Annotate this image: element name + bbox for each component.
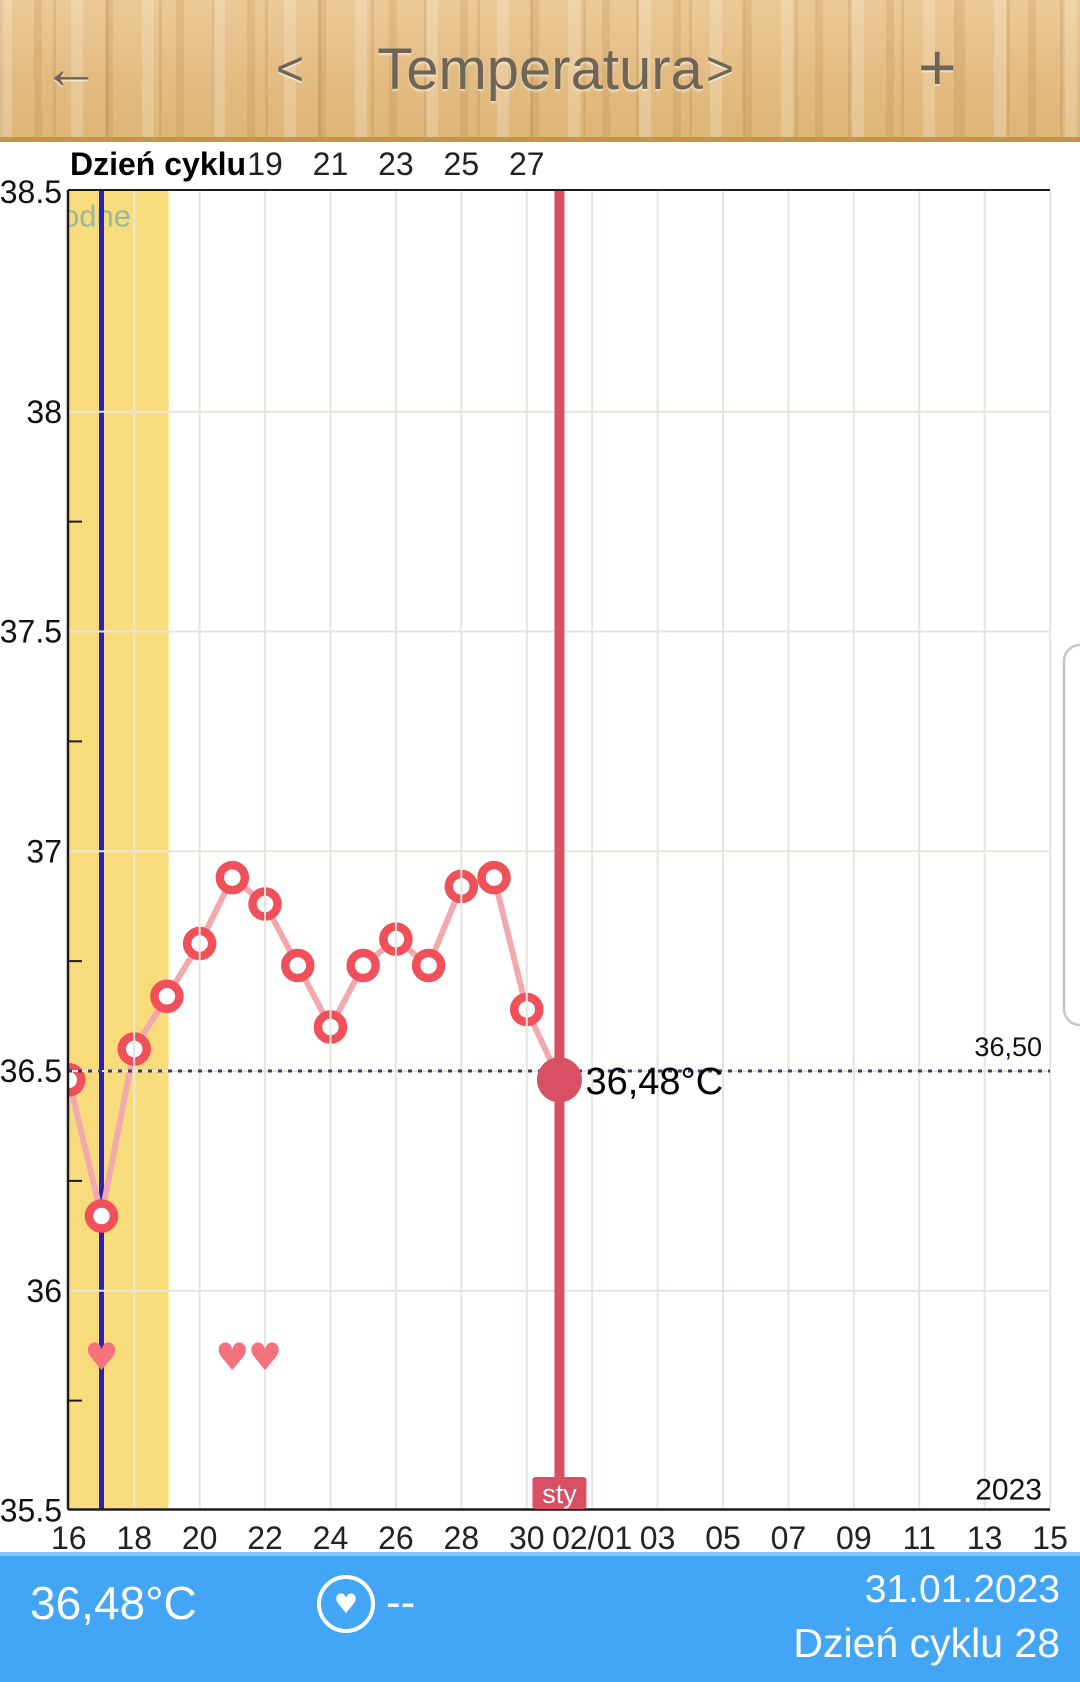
y-axis-label: 37 (26, 833, 62, 869)
intercourse-note-value: -- (386, 1578, 416, 1627)
x-axis-label: 07 (771, 1520, 807, 1556)
data-point-marker[interactable] (346, 948, 380, 983)
x-axis-label: 18 (116, 1520, 152, 1556)
data-point-marker[interactable] (215, 860, 250, 895)
x-axis-label: 09 (836, 1520, 872, 1556)
cycle-day-axis-label: 19 (247, 146, 283, 182)
x-axis-label: 24 (313, 1520, 349, 1556)
x-axis-label: 28 (444, 1520, 480, 1556)
fertile-band-label: odne (62, 199, 131, 234)
cycle-day-axis-label: 23 (378, 146, 414, 182)
heart-marker[interactable]: ♥ (248, 1335, 282, 1379)
y-axis-label: 36.5 (0, 1053, 62, 1089)
y-axis-label: 37.5 (0, 614, 62, 650)
cycle-day-axis-label: 27 (509, 146, 545, 182)
heart-marker[interactable]: ♥ (84, 1335, 118, 1379)
x-axis-label: 26 (378, 1520, 414, 1556)
data-point-marker[interactable] (84, 1199, 119, 1233)
selected-date: 31.01.2023 (864, 1568, 1060, 1611)
scrollbar-thumb[interactable] (1062, 643, 1080, 1027)
add-entry-icon[interactable]: + (918, 30, 957, 104)
year-label: 2023 (975, 1474, 1042, 1507)
x-axis-label: 20 (182, 1520, 218, 1556)
data-point-marker[interactable] (411, 948, 446, 983)
day-summary-bar[interactable]: 36,48°C ♥ -- 31.01.2023 Dzień cyklu 28 (0, 1552, 1080, 1682)
selected-temp-label: 36,48°C (585, 1061, 723, 1103)
x-axis-label: 22 (247, 1520, 283, 1556)
data-point-marker[interactable] (477, 860, 511, 895)
heart-marker[interactable]: ♥ (215, 1335, 249, 1379)
intercourse-heart-icon[interactable]: ♥ (317, 1575, 375, 1633)
app-header: ← < Temperatura > + (0, 0, 1080, 142)
cycle-day-axis-title: Dzień cyklu (70, 146, 246, 182)
temperature-series-line (68, 874, 563, 1220)
data-point-marker[interactable] (281, 948, 315, 983)
x-axis-label: 02/01 (552, 1520, 632, 1556)
prev-chart-icon[interactable]: < (276, 43, 305, 96)
x-axis-label: 15 (1032, 1520, 1068, 1556)
back-arrow-icon[interactable]: ← (42, 36, 100, 101)
reference-temp-label: 36,50 (974, 1032, 1042, 1062)
month-badge (532, 1477, 587, 1509)
selected-point-dot[interactable] (536, 1057, 582, 1103)
selected-cycle-day: Dzień cyklu 28 (793, 1620, 1060, 1666)
next-chart-icon[interactable]: > (706, 43, 735, 96)
data-point-marker[interactable] (150, 979, 184, 1014)
y-axis-label: 36 (26, 1273, 62, 1309)
x-axis-label: 11 (903, 1520, 936, 1556)
y-axis-label: 35.5 (0, 1493, 62, 1529)
cycle-day-axis-label: 25 (444, 146, 480, 182)
page-title: Temperatura (377, 37, 703, 102)
y-axis-label: 38.5 (0, 174, 62, 210)
month-badge-label: sty (542, 1479, 577, 1509)
x-axis-label: 13 (967, 1520, 1003, 1556)
y-axis-label: 38 (26, 394, 62, 430)
selected-temperature-value: 36,48°C (30, 1577, 197, 1629)
x-axis-label: 30 (509, 1520, 545, 1556)
x-axis-label: 16 (51, 1520, 87, 1556)
x-axis-label: 05 (705, 1520, 741, 1556)
x-axis-label: 03 (640, 1520, 676, 1556)
heart-icon: ♥ (333, 1588, 359, 1620)
cycle-day-axis-label: 21 (313, 146, 349, 182)
fertile-band (68, 190, 169, 1510)
